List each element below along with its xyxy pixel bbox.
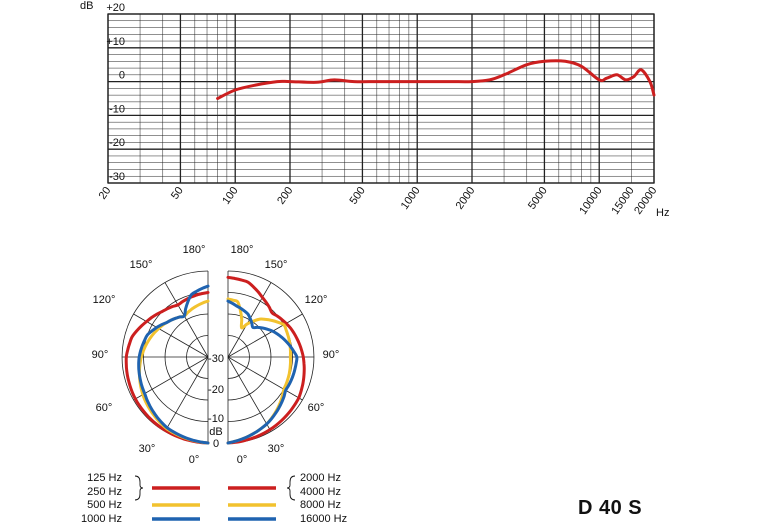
polar-curve <box>137 299 210 445</box>
x-tick-label: 10000 <box>577 185 604 217</box>
polar-pattern-chart: 0° 0° 30° 30° 60° 60° 90° 90° 120° 120° 150° 150° 18… <box>92 244 340 466</box>
polar-curve <box>226 275 306 445</box>
legend-label-right: 2000 Hz <box>300 472 341 484</box>
angle-label-left: 0° <box>189 454 200 466</box>
y-tick-label: -20 <box>109 137 125 149</box>
response-curve <box>216 59 656 100</box>
legend-brace-left <box>134 475 144 501</box>
polar-labels: 0° 0° 30° 30° 60° 60° 90° 90° 120° 120° 150° 150° 18… <box>92 244 340 466</box>
angle-label-left: 150° <box>130 259 153 271</box>
legend-label-right: 16000 Hz <box>300 513 347 525</box>
ring-label: 0 <box>213 438 219 450</box>
legend-label-left: 1000 Hz <box>81 513 122 525</box>
x-tick-label: 200 <box>275 185 295 207</box>
x-tick-label: 50 <box>169 185 186 202</box>
polar-spoke <box>227 313 303 358</box>
x-tick-label: 2000 <box>454 185 478 212</box>
plot-frame <box>107 13 655 184</box>
polar-curves <box>124 275 306 445</box>
legend-label-left: 500 Hz <box>87 499 122 511</box>
angle-label-right: 90° <box>323 349 340 361</box>
x-tick-label: 15000 <box>609 185 636 217</box>
x-tick-label: 20 <box>97 185 114 202</box>
angle-label-left: 180° <box>183 244 206 256</box>
polar-curve <box>226 299 299 445</box>
polar-spoke <box>164 282 209 358</box>
y-tick-label: +20 <box>106 2 125 14</box>
angle-label-left: 30° <box>139 443 156 455</box>
legend-label-right: 8000 Hz <box>300 499 341 511</box>
polar-spoke <box>164 356 209 432</box>
x-tick-label: 100 <box>220 185 240 207</box>
ring-label: -20 <box>208 384 224 396</box>
angle-label-right: 150° <box>265 259 288 271</box>
ring-label: -10 <box>208 413 224 425</box>
y-unit-label: dB <box>80 0 93 12</box>
angle-label-right: 60° <box>308 402 325 414</box>
legend-brace-right <box>286 475 296 501</box>
polar-curve <box>137 284 210 445</box>
polar-curve <box>124 291 210 445</box>
y-tick-label: -10 <box>109 103 125 115</box>
angle-label-left: 90° <box>92 349 109 361</box>
y-tick-label: +10 <box>106 36 125 48</box>
legend-label-right: 4000 Hz <box>300 486 341 498</box>
angle-label-right: 30° <box>268 443 285 455</box>
y-tick-label: 0 <box>119 70 125 82</box>
angle-label-right: 120° <box>305 294 328 306</box>
x-tick-label: 1000 <box>399 185 423 212</box>
ring-label: -30 <box>208 353 224 365</box>
angle-label-left: 120° <box>93 294 116 306</box>
x-tick-label: 500 <box>348 185 368 207</box>
y-tick-label: -30 <box>109 171 125 183</box>
frequency-response-labels: dB +20 +10 0 -10 -20 -30 20 50 100 200 500 1000 2000 5… <box>80 0 669 219</box>
x-unit-label: Hz <box>656 207 669 219</box>
frequency-response-grid <box>107 13 655 184</box>
frequency-response-chart: dB +20 +10 0 -10 -20 -30 20 50 100 200 500 1000 2000 5… <box>80 0 669 219</box>
polar-spoke <box>227 356 272 432</box>
legend-label-left: 125 Hz <box>87 472 122 484</box>
angle-label-left: 60° <box>96 402 113 414</box>
legend-label-left: 250 Hz <box>87 486 122 498</box>
model-label: D 40 S <box>578 497 643 519</box>
angle-label-right: 180° <box>231 244 254 256</box>
ring-unit-label: dB <box>209 426 222 438</box>
frequency-response-curves <box>216 59 656 100</box>
x-tick-label: 5000 <box>526 185 550 212</box>
polar-spoke <box>227 356 303 401</box>
angle-label-right: 0° <box>237 454 248 466</box>
